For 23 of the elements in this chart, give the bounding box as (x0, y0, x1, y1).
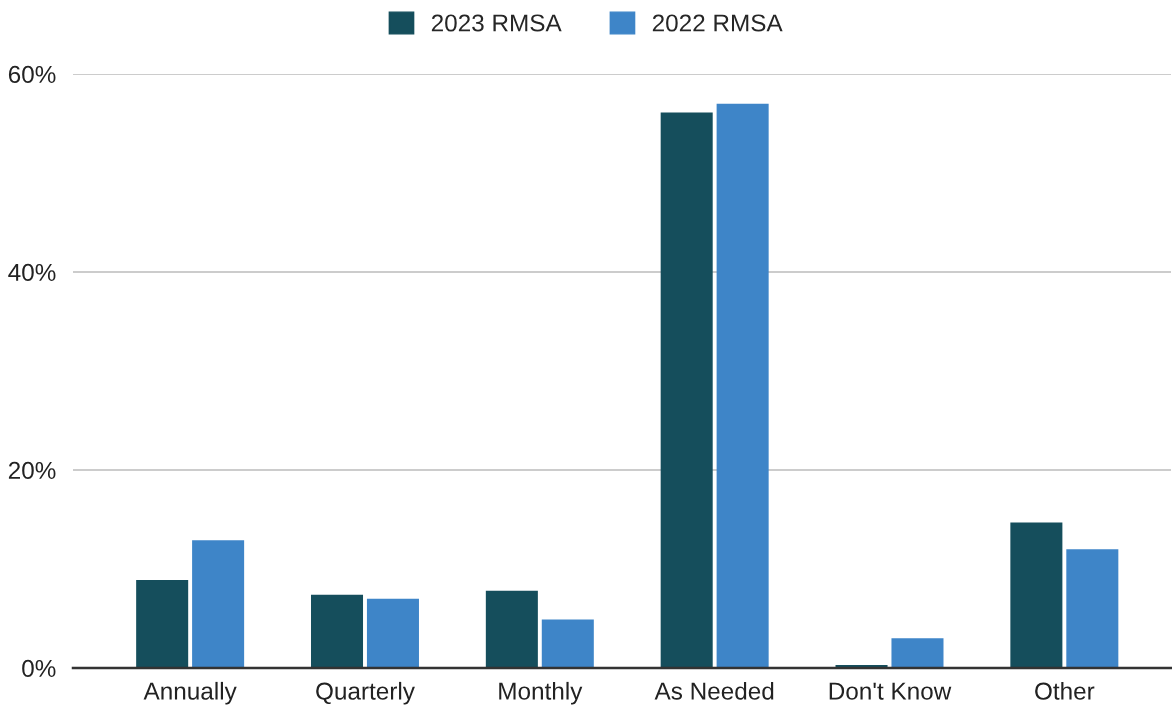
x-tick-label: Don't Know (829, 682, 952, 700)
bar (660, 112, 713, 668)
bar (541, 619, 594, 668)
bar (485, 590, 538, 668)
bar (716, 103, 769, 668)
x-tick-label: As Needed (654, 681, 774, 700)
legend-label: 2023 RMSA (431, 14, 562, 32)
bar (1066, 549, 1119, 668)
x-tick-label: Annually (143, 681, 237, 705)
bar (1010, 522, 1063, 668)
bar (136, 579, 189, 668)
y-tick-label: 0% (22, 659, 56, 678)
y-tick-label: 60% (8, 65, 56, 84)
x-tick-label: Monthly (499, 681, 583, 705)
x-tick-label: Quarterly (316, 681, 415, 705)
x-tick-label: Other (1035, 681, 1095, 700)
y-tick-label: 20% (8, 461, 56, 480)
bar (891, 638, 944, 668)
bar (310, 594, 364, 668)
bar (192, 540, 245, 668)
legend-label: 2022 RMSA (652, 14, 783, 32)
y-tick-label: 40% (8, 263, 56, 282)
bar (366, 598, 419, 668)
